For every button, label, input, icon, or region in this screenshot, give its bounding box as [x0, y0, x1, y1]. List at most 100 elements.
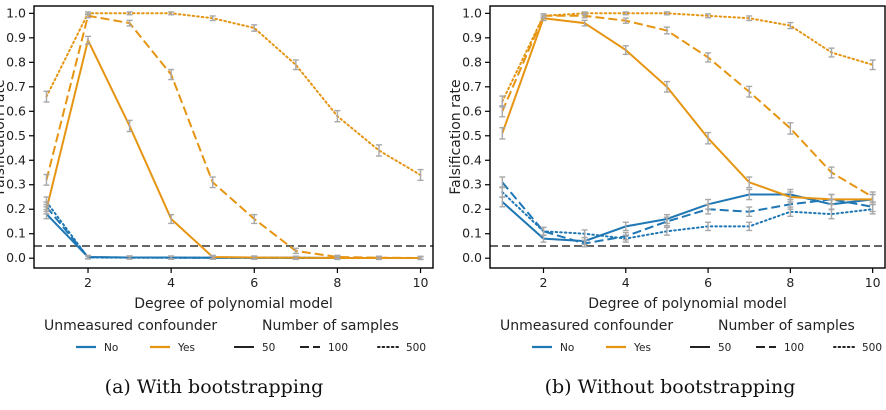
error-bar: [828, 193, 835, 206]
x-tick-label: 2: [84, 275, 92, 290]
series-line-no-50: [45, 213, 421, 259]
legend-label-samples-100: 100: [328, 342, 348, 354]
error-bar: [417, 255, 424, 261]
y-tick-label: 0.9: [462, 30, 482, 45]
error-bar: [292, 247, 299, 255]
error-bar: [622, 221, 629, 232]
y-tick-label: 0.6: [6, 103, 26, 118]
error-bar: [705, 52, 712, 63]
error-bar: [622, 234, 629, 243]
x-tick-label: 4: [167, 275, 175, 290]
error-bar: [417, 168, 424, 182]
x-tick-label: 4: [622, 275, 630, 290]
error-bar: [663, 226, 670, 236]
legend-label-yes: Yes: [633, 342, 651, 354]
x-tick-label: 8: [333, 275, 341, 290]
error-bar: [168, 213, 175, 225]
error-bar: [292, 59, 299, 71]
x-tick-label: 8: [786, 275, 794, 290]
error-bar: [209, 254, 216, 260]
plot-frame: [489, 5, 886, 269]
y-tick-label: 0.4: [6, 152, 26, 167]
legend: Unmeasured confounder Number of samples No…: [500, 318, 882, 354]
error-bar: [787, 21, 794, 30]
error-bar: [746, 206, 753, 218]
legend-title-samples: Number of samples: [718, 318, 855, 334]
error-bar: [581, 239, 588, 248]
y-tick-label: 0.5: [6, 128, 26, 143]
x-tick-label: 2: [540, 275, 548, 290]
error-bar: [787, 122, 794, 135]
error-bar: [787, 206, 794, 218]
y-tick-label: 0.0: [462, 250, 482, 265]
error-bar: [622, 17, 629, 24]
y-tick-label: 0.9: [6, 30, 26, 45]
error-bar: [705, 221, 712, 232]
y-tick-label: 0.6: [462, 103, 482, 118]
error-bar: [663, 26, 670, 35]
error-bar: [85, 35, 92, 45]
error-bar: [705, 13, 712, 19]
error-bar: [251, 255, 258, 260]
error-bar: [663, 216, 670, 227]
error-bar: [168, 11, 175, 16]
error-bar: [499, 196, 506, 208]
x-tick-label: 10: [413, 275, 429, 290]
error-bar: [581, 19, 588, 27]
y-tick-label: 0.2: [462, 201, 482, 216]
legend-label-yes: Yes: [177, 342, 195, 354]
plot-frame: [33, 5, 434, 269]
error-bar: [540, 226, 547, 236]
x-tick-label: 10: [865, 275, 881, 290]
error-bar: [126, 11, 133, 16]
y-tick-label: 1.0: [6, 5, 26, 20]
series-line-no-50: [501, 193, 873, 243]
error-bar: [43, 203, 50, 215]
error-bar: [828, 47, 835, 58]
error-bar: [43, 173, 50, 186]
error-bar: [43, 90, 50, 103]
error-bar: [622, 45, 629, 56]
legend-title-confounder: Unmeasured confounder: [500, 318, 673, 334]
y-tick-label: 1.0: [462, 5, 482, 20]
error-bar: [209, 15, 216, 22]
y-tick-label: 0.5: [462, 128, 482, 143]
error-bar: [375, 255, 382, 260]
error-bar: [126, 119, 133, 133]
error-bar: [663, 80, 670, 93]
legend: Unmeasured confounder Number of samples No…: [44, 318, 426, 354]
error-bar: [828, 166, 835, 179]
legend-label-samples-50: 50: [718, 342, 731, 354]
error-bar: [126, 19, 133, 27]
y-tick-label: 0.2: [6, 201, 26, 216]
error-bar: [85, 11, 92, 16]
legend-label-no: No: [104, 342, 118, 354]
x-axis-label: Degree of polynomial model: [588, 296, 786, 312]
series-line-no-500: [45, 200, 422, 259]
error-bar: [292, 255, 299, 260]
y-axis-label: Falsification rate: [0, 79, 8, 194]
error-bar: [251, 213, 258, 225]
series-line-no-100: [501, 181, 873, 245]
error-bar: [869, 59, 876, 71]
error-bar: [334, 254, 341, 260]
error-bar: [168, 255, 175, 260]
series-line-yes-50: [501, 17, 873, 201]
y-tick-label: 0.1: [6, 226, 26, 241]
y-tick-label: 0.0: [6, 250, 26, 265]
error-bar: [746, 188, 753, 201]
x-tick-label: 6: [250, 275, 258, 290]
panel-caption: (b) Without bootstrapping: [545, 376, 796, 398]
series-line-no-500: [501, 191, 874, 240]
y-tick-label: 0.3: [6, 177, 26, 192]
error-bar: [168, 68, 175, 81]
y-tick-label: 0.8: [462, 54, 482, 69]
error-bar: [787, 191, 794, 203]
error-bar: [209, 176, 216, 189]
error-bar: [499, 95, 506, 108]
legend-label-samples-100: 100: [784, 342, 804, 354]
legend-label-samples-50: 50: [262, 342, 275, 354]
series-line-yes-500: [501, 12, 874, 103]
error-bar: [746, 221, 753, 232]
